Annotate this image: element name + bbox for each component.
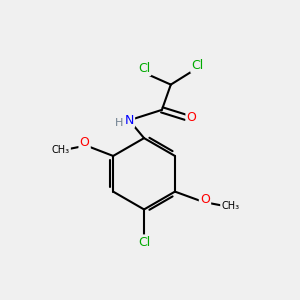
Text: Cl: Cl bbox=[191, 59, 204, 72]
Text: Cl: Cl bbox=[138, 62, 150, 75]
Text: CH₃: CH₃ bbox=[52, 145, 70, 155]
Text: Cl: Cl bbox=[138, 236, 150, 249]
Text: O: O bbox=[80, 136, 89, 149]
Text: N: N bbox=[124, 114, 134, 127]
Text: CH₃: CH₃ bbox=[221, 202, 239, 212]
Text: O: O bbox=[187, 111, 196, 124]
Text: O: O bbox=[200, 193, 210, 206]
Text: H: H bbox=[115, 118, 123, 128]
